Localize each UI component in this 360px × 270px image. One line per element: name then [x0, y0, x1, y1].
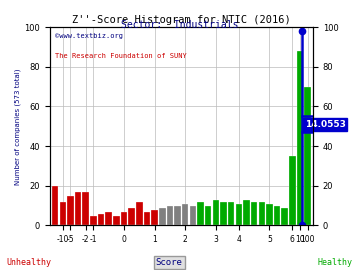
Bar	[113, 215, 120, 225]
Bar	[251, 202, 257, 225]
Bar	[205, 206, 211, 225]
Bar	[213, 200, 219, 225]
Bar	[129, 208, 135, 225]
Bar	[52, 186, 58, 225]
Bar	[190, 206, 196, 225]
Bar	[159, 208, 166, 225]
Text: The Research Foundation of SUNY: The Research Foundation of SUNY	[55, 53, 187, 59]
Bar	[220, 202, 227, 225]
Bar	[258, 202, 265, 225]
Bar	[174, 206, 181, 225]
Bar	[305, 87, 311, 225]
Bar	[90, 215, 96, 225]
Text: Sector:  Industrials: Sector: Industrials	[121, 20, 239, 30]
Bar	[228, 202, 234, 225]
Text: Healthy: Healthy	[317, 258, 352, 267]
Bar	[297, 51, 303, 225]
Bar	[274, 206, 280, 225]
Bar	[82, 192, 89, 225]
Bar	[121, 212, 127, 225]
Title: Z''-Score Histogram for NTIC (2016): Z''-Score Histogram for NTIC (2016)	[72, 15, 291, 25]
Bar	[59, 202, 66, 225]
Bar	[243, 200, 250, 225]
Text: Unhealthy: Unhealthy	[6, 258, 51, 267]
Bar	[197, 202, 204, 225]
Bar	[289, 156, 296, 225]
Text: ©www.textbiz.org: ©www.textbiz.org	[55, 33, 123, 39]
Bar	[75, 192, 81, 225]
Text: Score: Score	[156, 258, 183, 267]
Bar	[235, 204, 242, 225]
Bar	[167, 206, 173, 225]
Bar	[136, 202, 143, 225]
Bar	[282, 208, 288, 225]
Bar	[105, 212, 112, 225]
Bar	[98, 214, 104, 225]
Bar	[151, 210, 158, 225]
Text: 14.0553: 14.0553	[305, 120, 346, 129]
Bar	[67, 196, 74, 225]
Bar	[144, 212, 150, 225]
Bar	[266, 204, 273, 225]
Y-axis label: Number of companies (573 total): Number of companies (573 total)	[15, 68, 22, 185]
Bar	[182, 204, 189, 225]
